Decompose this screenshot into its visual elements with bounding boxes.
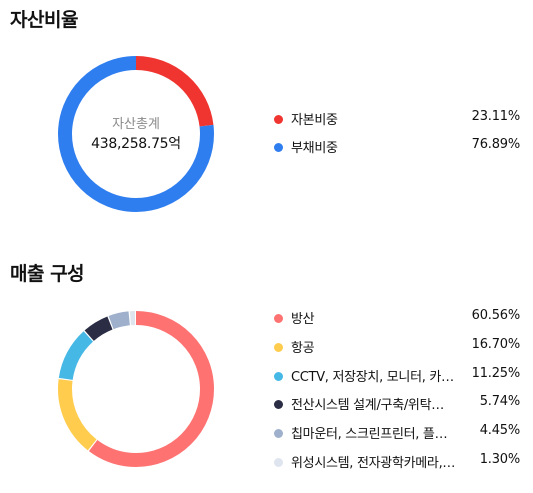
legend-item: 칩마운터, 스크린프린터, 플… 4.45%: [274, 422, 520, 451]
legend-label: 방산: [291, 312, 315, 327]
legend-item: 방산 60.56%: [274, 307, 520, 336]
legend-label: 항공: [291, 340, 315, 356]
legend-dot-icon: [274, 400, 283, 410]
legend-label: CCTV, 저장장치, 모니터, 카…: [291, 369, 454, 385]
legend-dot-icon: [274, 457, 283, 467]
legend-value: 11.25%: [471, 365, 521, 381]
asset-ratio-title: 자산비율: [10, 9, 78, 31]
legend-item: CCTV, 저장장치, 모니터, 카… 11.25%: [274, 365, 520, 394]
legend-dot-icon: [274, 371, 283, 381]
legend-dot-icon: [274, 143, 283, 152]
legend-value: 23.11%: [471, 109, 521, 124]
legend-label: 칩마운터, 스크린프린터, 플…: [291, 427, 448, 443]
chart0-slice-1: [58, 56, 214, 212]
legend-item: 항공 16.70%: [274, 336, 520, 365]
legend-item: 부채비중 76.89%: [274, 136, 520, 164]
asset-ratio-legend: 자본비중 23.11% 부채비중 76.89%: [274, 108, 520, 164]
legend-item: 전산시스템 설계/구축/위탁… 5.74%: [274, 393, 520, 422]
legend-value: 76.89%: [471, 137, 521, 152]
legend-value: 60.56%: [471, 308, 521, 323]
legend-dot-icon: [274, 342, 283, 352]
chart1-slice-1: [58, 311, 214, 467]
legend-dot-icon: [274, 115, 283, 124]
legend-label: 위성시스템, 전자광학카메라,…: [291, 455, 456, 471]
sales-composition-legend: 방산 60.56% 항공 16.70% CCTV, 저장장치, 모니터, 카… 11.25…: [274, 307, 520, 480]
total-assets-value: 438,258.75억: [91, 136, 181, 152]
legend-value: 4.45%: [479, 423, 521, 439]
chart1-slice-0: [58, 311, 214, 467]
legend-value: 16.70%: [471, 336, 521, 352]
asset-ratio-donut-chart: [58, 56, 214, 212]
sales-composition-donut-chart: [58, 311, 214, 467]
total-assets-label: 자산총계: [112, 117, 160, 132]
legend-label: 부채비중: [291, 141, 338, 156]
legend-label: 자본비중: [291, 113, 338, 128]
legend-item: 위성시스템, 전자광학카메라,… 1.30%: [274, 451, 520, 480]
legend-item: 자본비중 23.11%: [274, 108, 520, 136]
legend-value: 1.30%: [479, 451, 521, 467]
sales-composition-title: 매출 구성: [10, 263, 85, 285]
legend-value: 5.74%: [479, 394, 521, 410]
legend-dot-icon: [274, 429, 283, 439]
legend-dot-icon: [274, 314, 283, 323]
legend-label: 전산시스템 설계/구축/위탁…: [291, 398, 444, 414]
